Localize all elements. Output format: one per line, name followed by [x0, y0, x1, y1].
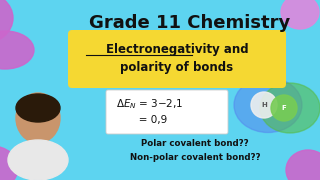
Ellipse shape — [16, 93, 60, 143]
FancyBboxPatch shape — [68, 30, 286, 88]
Ellipse shape — [0, 146, 18, 180]
Ellipse shape — [8, 140, 68, 180]
Ellipse shape — [281, 0, 319, 29]
Text: Grade 11 Chemistry: Grade 11 Chemistry — [89, 14, 291, 32]
Ellipse shape — [251, 92, 277, 118]
Text: $\Delta E_N$ = 3−2,1: $\Delta E_N$ = 3−2,1 — [116, 97, 184, 111]
Ellipse shape — [234, 78, 302, 132]
Text: H: H — [261, 102, 267, 108]
Text: Non-polar covalent bond??: Non-polar covalent bond?? — [130, 154, 260, 163]
Text: polarity of bonds: polarity of bonds — [120, 62, 234, 75]
Ellipse shape — [16, 94, 60, 122]
Ellipse shape — [0, 0, 13, 44]
Ellipse shape — [286, 150, 320, 180]
Text: F: F — [282, 105, 286, 111]
FancyBboxPatch shape — [106, 90, 228, 134]
Text: Electronegativity and: Electronegativity and — [106, 44, 248, 57]
Ellipse shape — [0, 31, 34, 69]
Text: = 0,9: = 0,9 — [116, 115, 167, 125]
Ellipse shape — [271, 95, 297, 121]
Text: Polar covalent bond??: Polar covalent bond?? — [141, 138, 249, 147]
Ellipse shape — [260, 83, 320, 133]
